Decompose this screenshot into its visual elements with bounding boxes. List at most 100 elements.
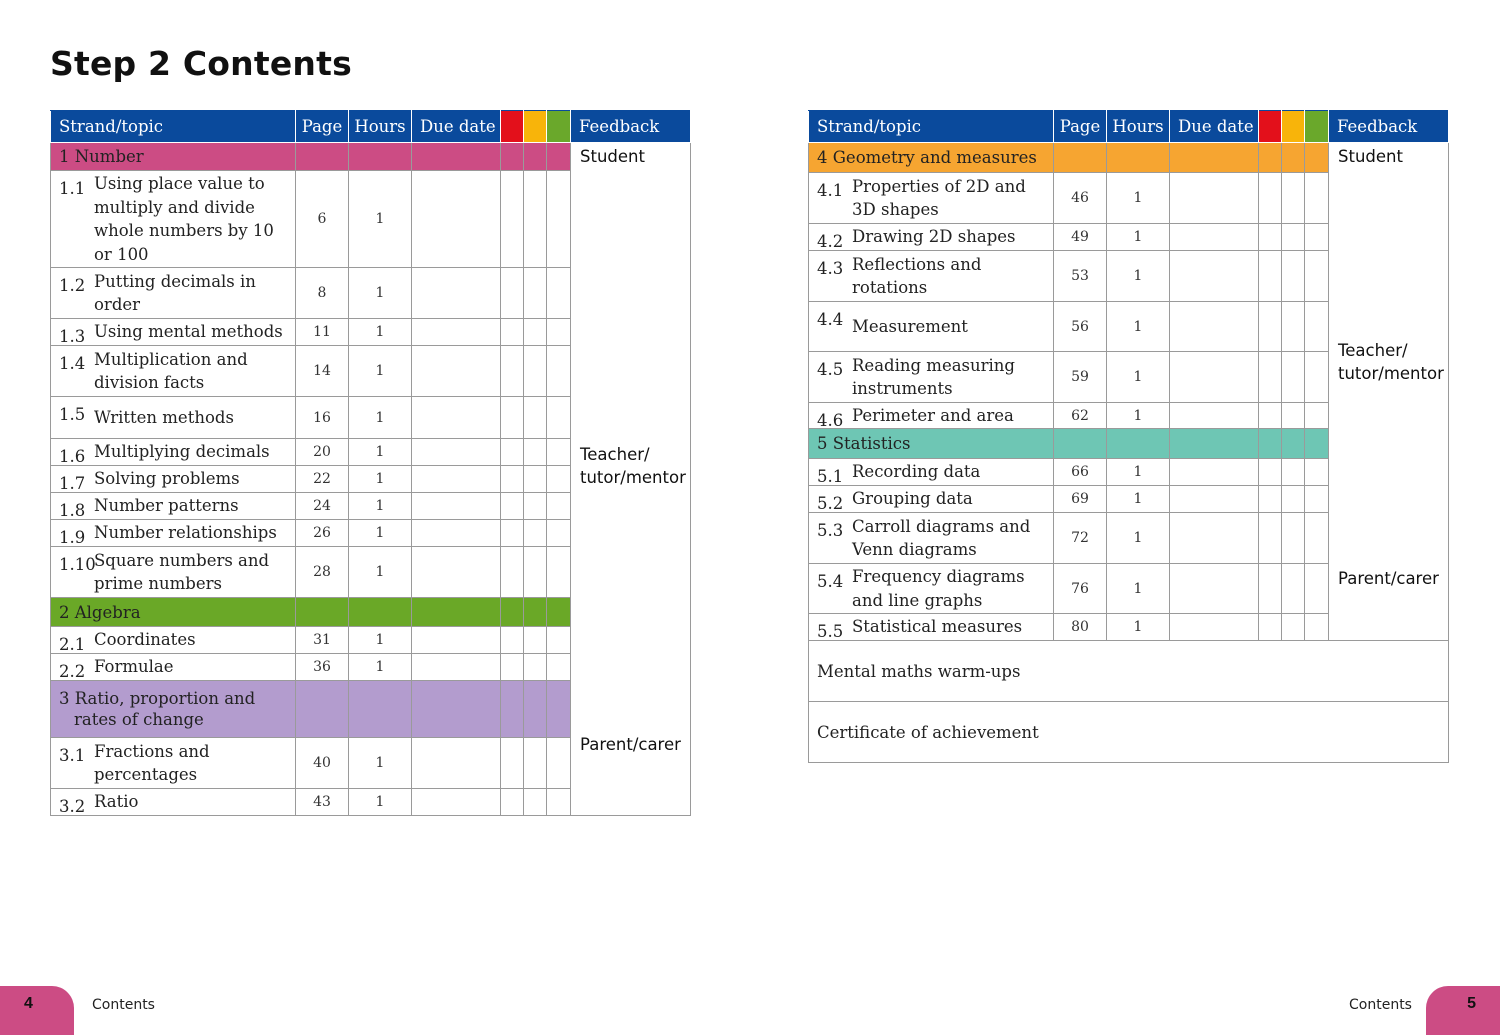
rag-green-cell[interactable] — [546, 465, 571, 493]
rag-amber-cell[interactable] — [523, 438, 547, 466]
rag-green-cell[interactable] — [546, 396, 571, 439]
rag-amber-cell[interactable] — [523, 653, 547, 681]
rag-green-cell[interactable] — [546, 170, 571, 268]
due-date-cell[interactable] — [411, 546, 501, 598]
due-date-cell[interactable] — [411, 396, 501, 439]
rag-red-cell[interactable] — [1258, 402, 1282, 429]
rag-green-cell[interactable] — [546, 626, 571, 654]
rag-amber-cell[interactable] — [1281, 351, 1305, 403]
rag-green-cell[interactable] — [546, 438, 571, 466]
rag-green-cell[interactable] — [1304, 301, 1329, 352]
rag-green-cell[interactable] — [546, 788, 571, 816]
rag-green-cell[interactable] — [1304, 172, 1329, 224]
rag-red-cell[interactable] — [500, 396, 524, 439]
rag-green-cell[interactable] — [546, 318, 571, 346]
rag-green-cell[interactable] — [1304, 563, 1329, 614]
rag-red-cell[interactable] — [500, 788, 524, 816]
due-date-cell[interactable] — [411, 788, 501, 816]
rag-green-cell[interactable] — [1304, 458, 1329, 486]
due-date-cell[interactable] — [411, 626, 501, 654]
rag-red-cell[interactable] — [1258, 613, 1282, 641]
rag-red-cell[interactable] — [500, 546, 524, 598]
rag-amber-cell[interactable] — [1281, 301, 1305, 352]
rag-amber-cell[interactable] — [1281, 223, 1305, 251]
rag-red-cell[interactable] — [1258, 512, 1282, 564]
due-date-cell[interactable] — [411, 170, 501, 268]
rag-amber-cell[interactable] — [523, 626, 547, 654]
rag-amber-cell[interactable] — [523, 318, 547, 346]
due-date-cell[interactable] — [411, 519, 501, 547]
rag-amber-cell[interactable] — [523, 345, 547, 397]
rag-green-cell[interactable] — [1304, 402, 1329, 429]
due-date-cell[interactable] — [1169, 301, 1259, 352]
rag-red-cell[interactable] — [1258, 250, 1282, 302]
rag-red-cell[interactable] — [1258, 223, 1282, 251]
due-date-cell[interactable] — [1169, 512, 1259, 564]
rag-amber-cell[interactable] — [523, 788, 547, 816]
rag-green-cell[interactable] — [1304, 512, 1329, 564]
rag-amber-cell[interactable] — [523, 465, 547, 493]
due-date-cell[interactable] — [1169, 402, 1259, 429]
rag-amber-cell[interactable] — [523, 546, 547, 598]
due-date-cell[interactable] — [411, 318, 501, 346]
due-date-cell[interactable] — [1169, 172, 1259, 224]
rag-amber-cell[interactable] — [1281, 563, 1305, 614]
rag-green-cell[interactable] — [546, 519, 571, 547]
due-date-cell[interactable] — [1169, 250, 1259, 302]
rag-red-cell[interactable] — [500, 170, 524, 268]
rag-red-cell[interactable] — [500, 492, 524, 520]
due-date-cell[interactable] — [411, 465, 501, 493]
rag-red-cell[interactable] — [1258, 563, 1282, 614]
rag-green-cell[interactable] — [546, 737, 571, 789]
rag-amber-cell[interactable] — [523, 492, 547, 520]
rag-red-cell[interactable] — [1258, 458, 1282, 486]
rag-amber-cell[interactable] — [1281, 172, 1305, 224]
rag-red-cell[interactable] — [500, 438, 524, 466]
due-date-cell[interactable] — [1169, 613, 1259, 641]
due-date-cell[interactable] — [1169, 563, 1259, 614]
rag-red-cell[interactable] — [500, 345, 524, 397]
rag-green-cell[interactable] — [546, 546, 571, 598]
rag-green-cell[interactable] — [546, 345, 571, 397]
feedback-column[interactable]: Student Teacher/ tutor/mentor Parent/carer — [1328, 142, 1449, 641]
due-date-cell[interactable] — [1169, 458, 1259, 486]
rag-amber-cell[interactable] — [1281, 485, 1305, 513]
due-date-cell[interactable] — [411, 438, 501, 466]
due-date-cell[interactable] — [411, 492, 501, 520]
rag-green-cell[interactable] — [1304, 250, 1329, 302]
rag-amber-cell[interactable] — [523, 170, 547, 268]
due-date-cell[interactable] — [411, 737, 501, 789]
rag-red-cell[interactable] — [500, 318, 524, 346]
rag-green-cell[interactable] — [1304, 485, 1329, 513]
rag-amber-cell[interactable] — [523, 737, 547, 789]
rag-amber-cell[interactable] — [1281, 458, 1305, 486]
rag-amber-cell[interactable] — [1281, 402, 1305, 429]
rag-red-cell[interactable] — [500, 653, 524, 681]
due-date-cell[interactable] — [1169, 223, 1259, 251]
due-date-cell[interactable] — [1169, 485, 1259, 513]
rag-red-cell[interactable] — [500, 737, 524, 789]
rag-red-cell[interactable] — [1258, 351, 1282, 403]
rag-red-cell[interactable] — [1258, 301, 1282, 352]
rag-green-cell[interactable] — [1304, 613, 1329, 641]
rag-amber-cell[interactable] — [523, 267, 547, 319]
rag-green-cell[interactable] — [546, 492, 571, 520]
rag-amber-cell[interactable] — [523, 396, 547, 439]
rag-red-cell[interactable] — [500, 267, 524, 319]
rag-amber-cell[interactable] — [1281, 512, 1305, 564]
rag-red-cell[interactable] — [500, 465, 524, 493]
feedback-column[interactable]: Student Teacher/ tutor/mentor Parent/carer — [570, 142, 691, 816]
rag-red-cell[interactable] — [500, 626, 524, 654]
rag-amber-cell[interactable] — [1281, 250, 1305, 302]
due-date-cell[interactable] — [411, 653, 501, 681]
rag-amber-cell[interactable] — [523, 519, 547, 547]
due-date-cell[interactable] — [411, 267, 501, 319]
rag-red-cell[interactable] — [500, 519, 524, 547]
rag-amber-cell[interactable] — [1281, 613, 1305, 641]
due-date-cell[interactable] — [411, 345, 501, 397]
rag-red-cell[interactable] — [1258, 172, 1282, 224]
rag-green-cell[interactable] — [1304, 223, 1329, 251]
due-date-cell[interactable] — [1169, 351, 1259, 403]
rag-red-cell[interactable] — [1258, 485, 1282, 513]
rag-green-cell[interactable] — [546, 267, 571, 319]
